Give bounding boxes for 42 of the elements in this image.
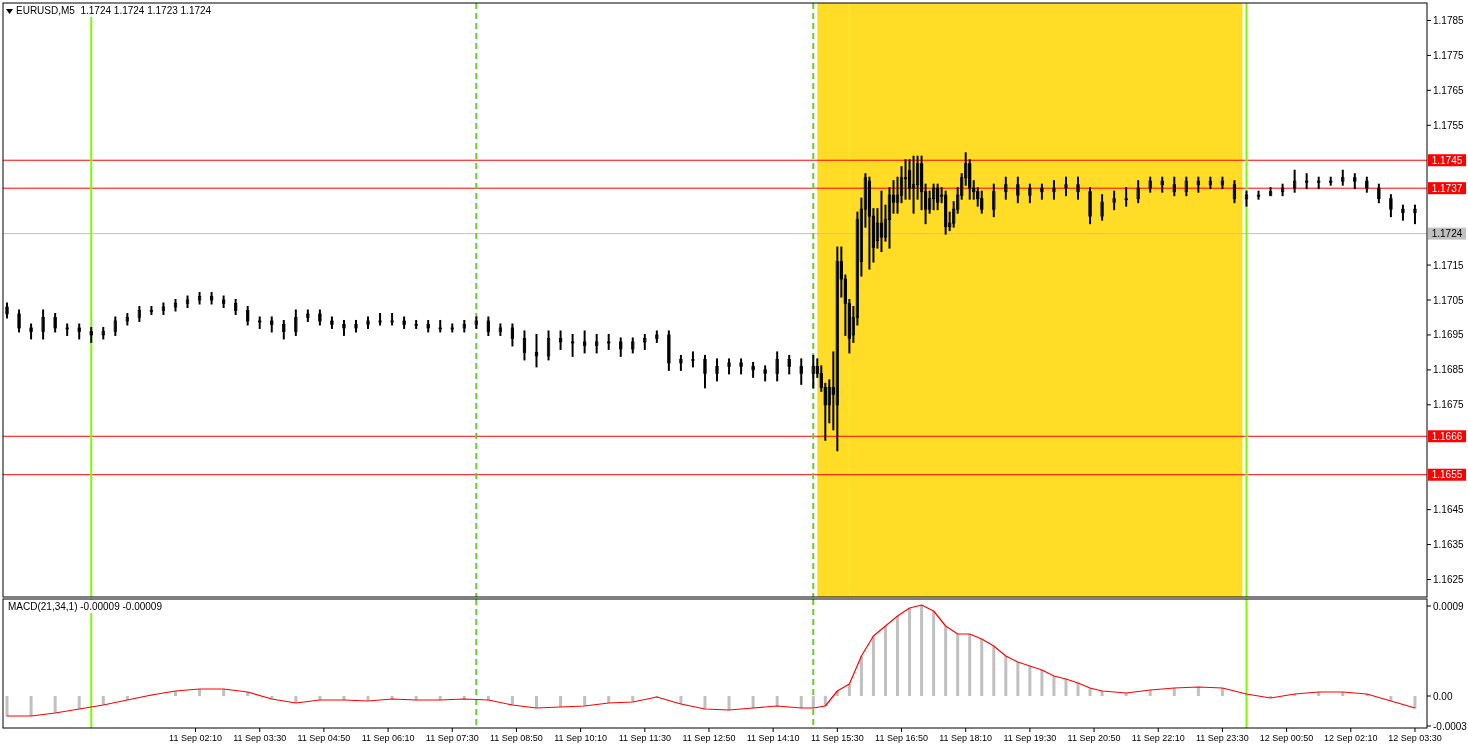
y-tick-label: 1.1755 (1433, 119, 1465, 131)
x-tick-label: 12 Sep 00:50 (1259, 733, 1314, 743)
x-tick-label: 11 Sep 16:50 (875, 733, 928, 743)
x-tick-label: 12 Sep 03:30 (1388, 733, 1442, 743)
x-tick-label: 11 Sep 19:30 (1003, 733, 1057, 743)
y-tick-label: 1.1635 (1433, 539, 1465, 551)
y-tick-label: -0.0003 (1433, 720, 1468, 732)
chart-title: MACD(21,34,1) -0.00009 -0.00009 (8, 601, 163, 612)
y-tick-label: 0.0009 (1433, 600, 1465, 612)
x-tick-label: 11 Sep 07:30 (425, 733, 479, 743)
y-tick-label: 1.1645 (1433, 504, 1465, 516)
x-tick-label: 11 Sep 18:10 (939, 733, 993, 743)
y-tick-label: 1.1715 (1433, 259, 1465, 271)
y-tick-label: 1.1785 (1433, 14, 1465, 26)
x-tick-label: 12 Sep 02:10 (1324, 733, 1378, 743)
y-tick-label: 1.1675 (1433, 399, 1465, 411)
x-tick-label: 11 Sep 03:30 (233, 733, 287, 743)
y-tick-label: 1.1625 (1433, 574, 1465, 586)
y-tick-label: 1.1775 (1433, 49, 1465, 61)
x-tick-label: 11 Sep 08:50 (490, 733, 543, 743)
chart-title: EURUSD,M5 1.1724 1.1724 1.1723 1.1724 (16, 5, 212, 16)
y-tick-label: 1.1685 (1433, 364, 1465, 376)
x-tick-label: 11 Sep 02:10 (169, 733, 222, 743)
x-tick-label: 11 Sep 20:50 (1067, 733, 1121, 743)
ref-line-label: 1.1666 (1431, 430, 1463, 442)
y-tick-label: 0.00 (1433, 690, 1453, 702)
ref-line-label: 1.1745 (1431, 154, 1463, 166)
y-tick-label: 1.1765 (1433, 84, 1465, 96)
x-tick-label: 11 Sep 23:30 (1195, 733, 1249, 743)
x-tick-label: 11 Sep 15:30 (810, 733, 864, 743)
x-tick-label: 11 Sep 10:10 (554, 733, 608, 743)
ref-line-label: 1.1655 (1431, 469, 1463, 481)
x-tick-label: 11 Sep 22:10 (1131, 733, 1185, 743)
x-tick-label: 11 Sep 11:30 (618, 733, 671, 743)
x-tick-label: 11 Sep 12:50 (682, 733, 736, 743)
x-tick-label: 11 Sep 14:10 (746, 733, 800, 743)
ref-line-label: 1.1737 (1431, 182, 1463, 194)
x-tick-label: 11 Sep 06:10 (361, 733, 415, 743)
y-tick-label: 1.1705 (1433, 294, 1465, 306)
y-tick-label: 1.1695 (1433, 329, 1465, 341)
ref-line-label: 1.1724 (1431, 228, 1463, 240)
x-tick-label: 11 Sep 04:50 (297, 733, 351, 743)
